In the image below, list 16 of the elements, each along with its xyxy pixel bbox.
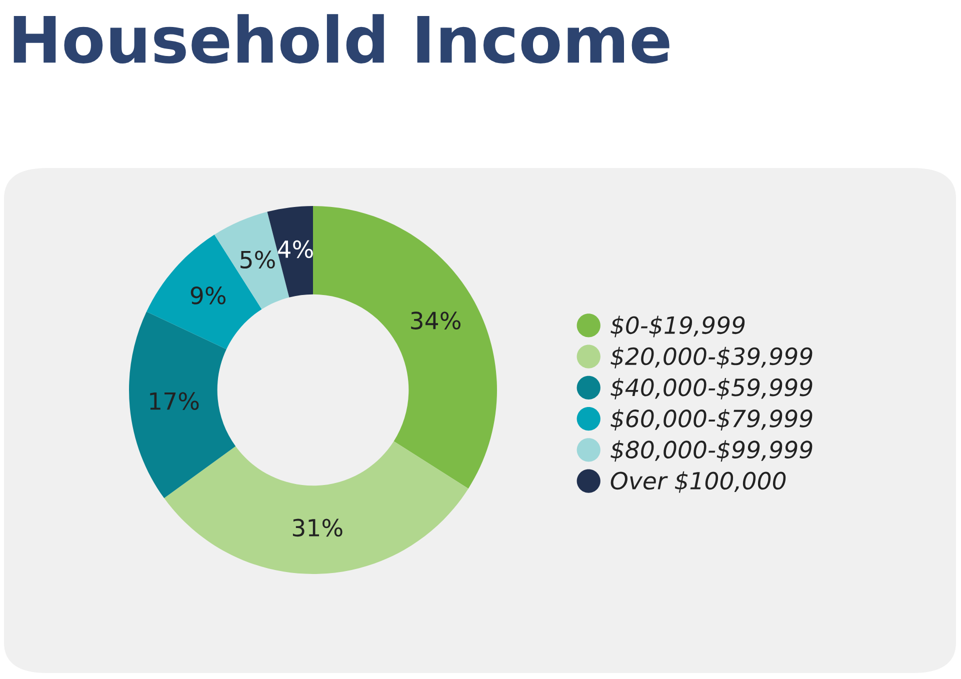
data-label: 31% [292,518,342,537]
data-label: 34% [411,312,460,330]
donut-slice [164,441,468,574]
data-label: 17% [150,392,199,410]
legend-label: $80,000-$99,999 [610,440,812,462]
legend-label: $0-$19,999 [610,316,745,338]
legend-label: $40,000-$59,999 [610,378,812,400]
legend-label: $60,000-$79,999 [610,409,812,431]
data-label: 9% [190,286,226,304]
donut-slice [313,206,497,489]
chart-title: Household Income [14,14,670,64]
donut-slice [129,312,236,498]
legend-label: Over $100,000 [610,471,786,493]
data-label: 4% [278,240,313,258]
legend-label: $20,000-$39,999 [610,346,812,368]
data-label: 5% [240,250,275,269]
